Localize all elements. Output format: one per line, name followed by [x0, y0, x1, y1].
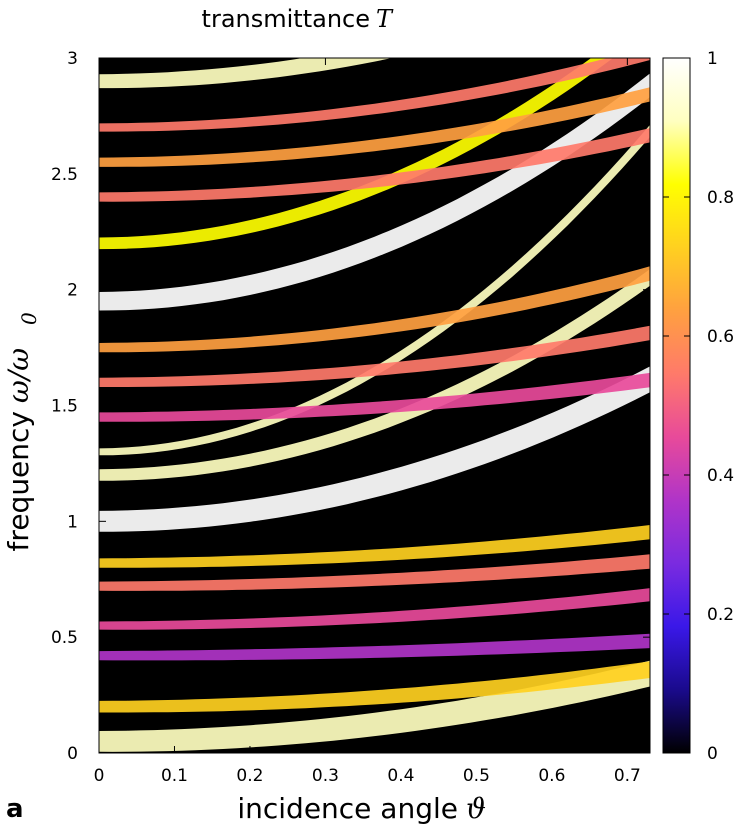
- y-axis-label-group: frequency ω/ω 0: [2, 312, 41, 551]
- transmission-band: [99, 58, 650, 132]
- x-tick-label: 0.1: [161, 766, 188, 786]
- y-tick-label: 0: [67, 744, 78, 764]
- chart-title: transmittance: [202, 5, 370, 33]
- y-tick-label: 1: [67, 512, 78, 532]
- x-tick-label: 0.5: [463, 766, 490, 786]
- x-axis-label: incidence angle: [237, 792, 458, 825]
- x-tick-label: 0.2: [236, 766, 263, 786]
- colorbar-tick-label: 0.2: [707, 605, 734, 625]
- colorbar-tick-label: 0.4: [707, 466, 734, 486]
- colorbar-ticks: 0 0.2 0.4 0.6 0.8 1: [663, 49, 734, 764]
- y-tick-label: 3: [67, 49, 78, 69]
- y-tick-label: 0.5: [51, 628, 78, 648]
- transmission-band: [99, 588, 650, 630]
- x-tick-label: 0.7: [614, 766, 641, 786]
- x-tick-label: 0.3: [312, 766, 339, 786]
- transmission-band: [99, 266, 650, 353]
- heatmap-area: [99, 58, 650, 753]
- y-tick-label: 2: [67, 281, 78, 301]
- colorbar-tick-label: 0: [707, 744, 718, 764]
- y-axis-label: frequency: [2, 411, 35, 551]
- transmission-band: [99, 372, 650, 422]
- colorbar-tick-label: 0.6: [707, 327, 734, 347]
- transmission-band: [99, 366, 650, 532]
- y-tick-label: 2.5: [51, 165, 78, 185]
- transmission-band: [99, 661, 650, 713]
- x-axis-symbol: ϑ: [466, 792, 486, 825]
- transmission-band: [99, 87, 650, 167]
- y-tick-label: 1.5: [51, 397, 78, 417]
- transmission-bands: [99, 58, 650, 752]
- transmission-band: [99, 660, 650, 752]
- colorbar-tick-label: 1: [707, 49, 718, 69]
- x-axis-ticks: 0 0.1 0.2 0.3 0.4 0.5 0.6 0.7: [94, 58, 641, 786]
- y-axis-symbol: ω/ω: [2, 348, 35, 403]
- transmission-band: [99, 58, 393, 89]
- transmission-band: [99, 525, 650, 568]
- transmission-band: [99, 128, 650, 202]
- transmission-band: [99, 554, 650, 591]
- transmission-band: [99, 325, 650, 387]
- x-tick-label: 0: [94, 766, 105, 786]
- x-tick-label: 0.6: [538, 766, 565, 786]
- chart-title-symbol: T: [376, 5, 394, 33]
- y-axis-ticks: 0 0.5 1 1.5 2 2.5 3: [51, 49, 650, 764]
- y-axis-subscript: 0: [17, 312, 41, 325]
- colorbar: [662, 57, 691, 754]
- transmission-band: [99, 633, 650, 661]
- colorbar-tick-label: 0.8: [707, 188, 734, 208]
- panel-label: a: [6, 794, 24, 824]
- x-tick-label: 0.4: [387, 766, 414, 786]
